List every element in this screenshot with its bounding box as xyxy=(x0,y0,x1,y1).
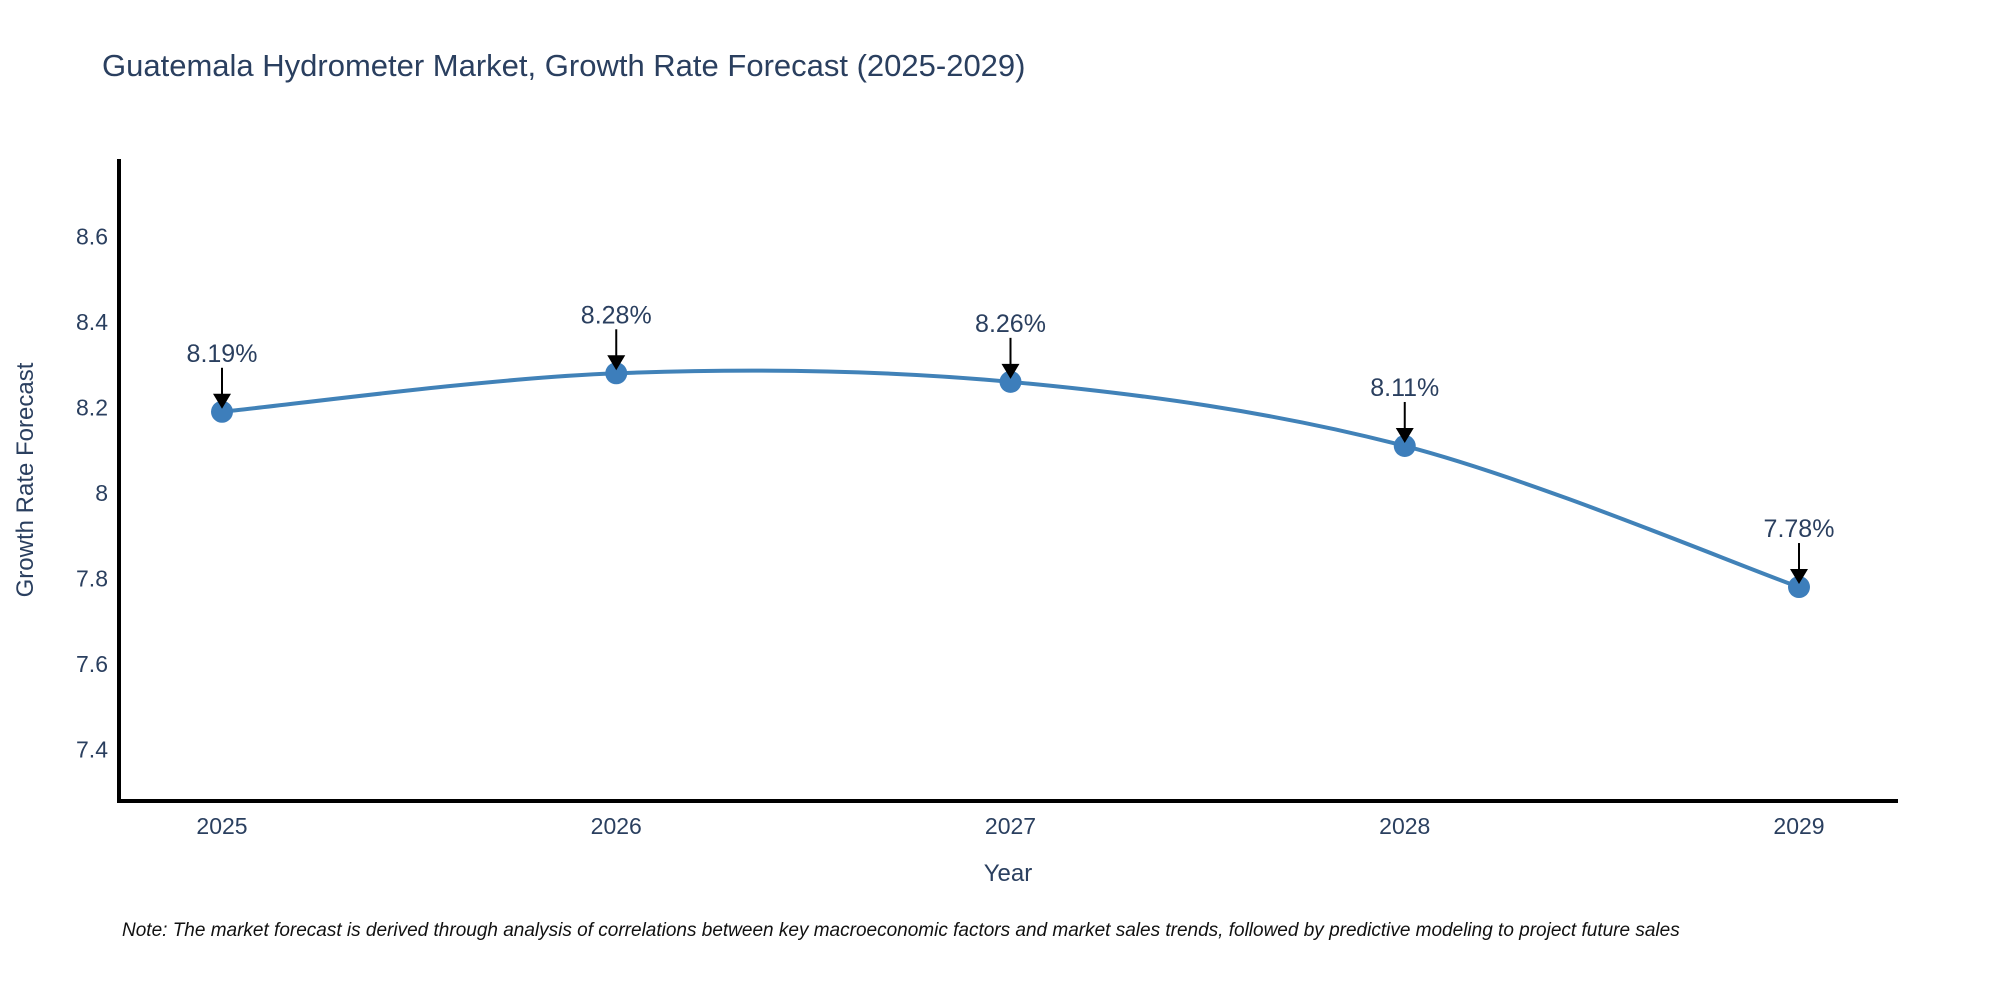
x-tick-label: 2028 xyxy=(1379,813,1430,839)
annotation-arrowhead xyxy=(1790,569,1808,585)
y-tick-label: 7.8 xyxy=(76,566,108,592)
x-tick-label: 2026 xyxy=(591,813,642,839)
y-tick-label: 8.2 xyxy=(76,395,108,421)
annotation-arrowhead xyxy=(1395,427,1414,443)
data-point-marker xyxy=(999,370,1022,393)
y-tick-label: 8.6 xyxy=(76,224,108,250)
y-tick-label: 7.4 xyxy=(76,737,108,763)
data-point-marker xyxy=(1393,434,1416,457)
point-annotation-label: 7.78% xyxy=(1764,515,1835,543)
data-point-marker xyxy=(1788,576,1810,599)
x-tick-label: 2027 xyxy=(985,813,1036,839)
x-tick-label: 2025 xyxy=(196,813,247,839)
point-annotation-label: 8.28% xyxy=(581,301,652,329)
annotation-arrowhead xyxy=(1001,363,1020,379)
x-axis-title: Year xyxy=(983,860,1033,887)
forecast-line xyxy=(220,368,1801,590)
annotation-arrowhead xyxy=(607,355,626,371)
y-tick-label: 7.6 xyxy=(76,651,108,677)
data-point-marker xyxy=(211,400,233,423)
x-tick-label: 2029 xyxy=(1773,813,1824,839)
point-annotation-label: 8.26% xyxy=(975,310,1046,338)
y-tick-label: 8.4 xyxy=(76,309,108,335)
y-tick-label: 8 xyxy=(95,480,108,506)
annotation-arrowhead xyxy=(213,393,231,409)
point-annotation-label: 8.19% xyxy=(187,340,258,368)
point-annotation-label: 8.11% xyxy=(1370,374,1439,402)
data-point-marker xyxy=(605,362,628,385)
footnote: Note: The market forecast is derived thr… xyxy=(122,920,1680,941)
chart-title: Guatemala Hydrometer Market, Growth Rate… xyxy=(102,48,1026,83)
